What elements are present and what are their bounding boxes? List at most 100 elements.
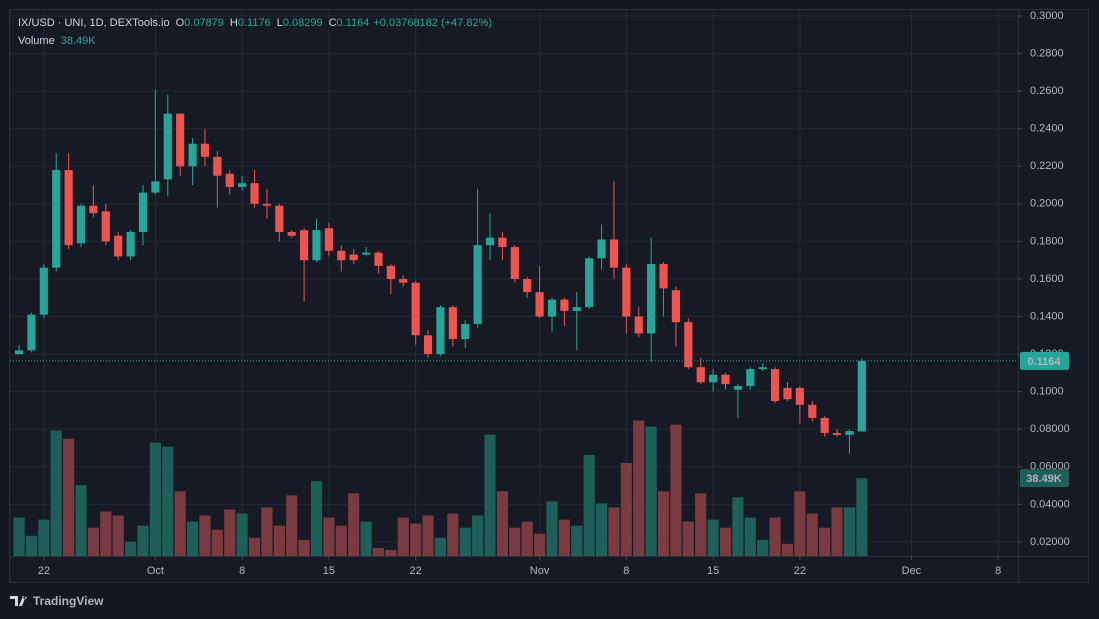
- candle-layer: [10, 89, 1018, 454]
- volume-bar: [633, 420, 645, 556]
- candle-body: [213, 156, 222, 176]
- volume-value: 38.49K: [61, 35, 97, 47]
- x-tick-label: Oct: [147, 565, 164, 577]
- chart-panel: [9, 9, 1089, 583]
- candle-body: [659, 263, 668, 289]
- brand: TradingView: [33, 594, 104, 608]
- candle-body: [820, 417, 829, 433]
- volume-bar: [248, 537, 261, 556]
- y-tick-label: 0.08000: [1030, 423, 1070, 435]
- volume-bar: [509, 527, 521, 556]
- candle-body: [386, 265, 395, 279]
- y-tick-label: 0.2800: [1030, 47, 1064, 59]
- volume-bar: [87, 527, 99, 556]
- volume-bar: [534, 533, 546, 556]
- candle-body: [634, 316, 643, 334]
- candle-body: [473, 245, 482, 325]
- volume-bar: [236, 513, 248, 556]
- x-tick-label: 22: [38, 565, 50, 577]
- volume-bar: [323, 517, 335, 556]
- candle-body: [312, 230, 321, 261]
- candle-body: [808, 404, 817, 418]
- candle-body: [300, 230, 309, 261]
- volume-bar: [50, 430, 62, 556]
- volume-bar: [744, 517, 756, 556]
- volume-bar: [199, 515, 211, 556]
- volume-bar: [484, 434, 496, 556]
- price-badge-label: 0.1164: [1027, 356, 1061, 368]
- candle-body: [52, 170, 61, 268]
- y-tick-label: 0.3000: [1030, 10, 1064, 22]
- volume-bar: [496, 491, 508, 556]
- volume-bar: [806, 513, 818, 556]
- volume-bar: [682, 521, 694, 556]
- candle-body: [275, 205, 284, 233]
- volume-bar: [13, 517, 25, 556]
- volume-badge: [1020, 469, 1069, 488]
- volume-bar: [819, 527, 831, 556]
- candle-body: [436, 307, 445, 355]
- y-tick-label: 0.2600: [1030, 85, 1064, 97]
- candle-body: [597, 239, 606, 259]
- price-badge: [1020, 351, 1069, 370]
- volume-bar: [558, 519, 570, 556]
- volume-bar: [273, 525, 285, 556]
- candle-body: [622, 267, 631, 317]
- volume-bar: [695, 493, 707, 556]
- candle-body: [857, 360, 866, 432]
- candle-body: [151, 181, 160, 193]
- x-tick-label: 8: [995, 565, 1001, 577]
- volume-layer: [13, 420, 868, 556]
- ohlc-value: 0.07879: [184, 17, 224, 29]
- volume-bar: [583, 454, 595, 556]
- candle-body: [746, 369, 755, 387]
- candle-body: [547, 299, 557, 317]
- candle-body: [770, 369, 780, 402]
- y-tick-label: 0.2200: [1030, 160, 1064, 172]
- candle-body: [238, 183, 247, 187]
- change: +0.03768182 (+47.82%): [373, 17, 492, 29]
- volume-bar: [571, 525, 583, 556]
- volume-bar: [348, 493, 360, 556]
- x-tick-label: 8: [239, 565, 245, 577]
- candle-body: [399, 278, 408, 283]
- volume-bar: [298, 539, 310, 556]
- candle-body: [337, 250, 346, 261]
- volume-label: Volume: [18, 35, 55, 47]
- ohlc-label: H: [230, 17, 238, 29]
- volume-bar: [75, 485, 87, 556]
- candle-body: [585, 258, 594, 308]
- volume-bar: [211, 529, 223, 556]
- candle-body: [14, 350, 24, 355]
- x-tick-label: 8: [623, 565, 629, 577]
- ohlc-value: 0.08299: [283, 17, 323, 29]
- volume-bar: [707, 519, 719, 556]
- volume-bar: [174, 491, 186, 556]
- x-tick-label: 15: [323, 565, 335, 577]
- volume-bar: [162, 446, 174, 556]
- symbol: IX/USD · UNI, 1D, DEXTools.io: [18, 17, 170, 29]
- volume-bar: [719, 527, 732, 556]
- y-tick-label: 0.04000: [1030, 498, 1070, 510]
- brand-logo: [10, 596, 27, 606]
- volume-bar: [595, 503, 608, 556]
- candle-body: [163, 113, 172, 180]
- volume-bar: [670, 424, 682, 556]
- volume-bar: [261, 507, 273, 556]
- volume-bar: [410, 523, 422, 556]
- ohlc-label: O: [176, 17, 185, 29]
- candle-body: [721, 374, 730, 385]
- y-tick-label: 0.2400: [1030, 123, 1064, 135]
- candle-body: [560, 299, 569, 311]
- candle-body: [671, 290, 681, 323]
- candle-body: [200, 143, 210, 157]
- volume-bar: [732, 497, 744, 556]
- y-tick-label: 0.1400: [1030, 310, 1064, 322]
- volume-badge-label: 38.49K: [1026, 473, 1062, 485]
- volume-bar: [149, 442, 161, 556]
- ohlc-value: 0.1164: [337, 17, 370, 29]
- y-tick-label: 0.1000: [1030, 386, 1064, 398]
- candle-body: [411, 282, 420, 336]
- volume-bar: [645, 426, 657, 556]
- candle-body: [684, 322, 693, 368]
